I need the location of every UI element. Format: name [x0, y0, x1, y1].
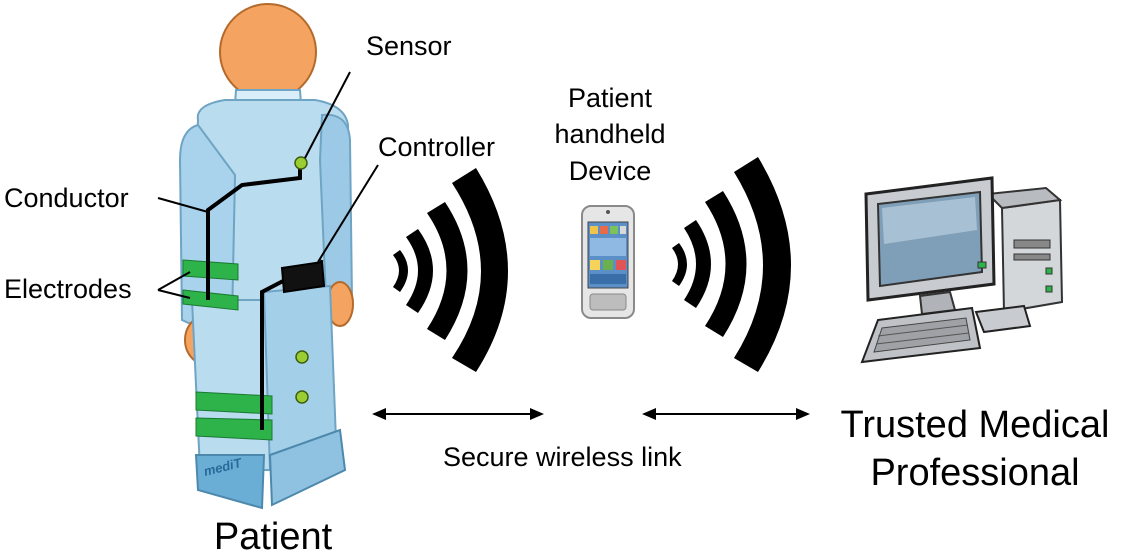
patient-figure: mediT: [178, 3, 354, 510]
electrode-band-2: [182, 289, 239, 311]
patient-head: [219, 3, 317, 101]
conductor-wire-leg: [260, 278, 286, 430]
electrode-band-4: [195, 417, 273, 441]
professional-label-line-2: Professional: [870, 452, 1080, 494]
secure-link-label: Secure wireless link: [443, 442, 682, 472]
electrode-band-3: [195, 391, 273, 415]
wave-arc: [684, 220, 711, 308]
wave-arc: [427, 202, 468, 340]
electrodes-leader-line-2: [157, 289, 191, 299]
sensor-dot-leg-2: [295, 390, 309, 404]
wave-arc: [406, 229, 433, 313]
computer-mouse: [974, 304, 1032, 334]
sensor-dot-leg-1: [295, 350, 309, 364]
controller-box: [280, 260, 326, 294]
device-label-line-3: Device: [568, 156, 652, 186]
link-arrow-left: [372, 408, 544, 420]
wave-arc: [734, 157, 791, 372]
handheld-device: [581, 205, 635, 319]
wireless-waves-left: [393, 168, 508, 372]
device-label-line-1: Patient: [567, 83, 653, 113]
sensor-label: Sensor: [366, 31, 452, 61]
suit-right-foot: [268, 428, 347, 507]
wave-arc: [705, 191, 747, 337]
device-label-line-2: handheld: [554, 119, 666, 149]
phone-button-bar: [589, 293, 627, 311]
electrodes-label: Electrodes: [4, 274, 132, 304]
desktop-computer: [860, 176, 1064, 364]
patient-label: Patient: [213, 516, 333, 558]
sensor-dot-chest: [294, 156, 308, 170]
wave-arc: [393, 250, 408, 292]
suit-left-foot: [194, 454, 266, 510]
electrodes-leader-line-1: [157, 271, 191, 291]
sensor-leader-line: [304, 71, 351, 159]
suit-right-arm: [318, 113, 354, 304]
controller-leader-line: [317, 164, 379, 263]
conductor-leader-line: [157, 197, 209, 213]
conductor-label: Conductor: [4, 183, 129, 213]
professional-label-line-1: Trusted Medical: [840, 404, 1110, 446]
electrode-band-1: [182, 259, 239, 281]
wireless-waves-right: [672, 157, 791, 372]
link-arrow-right: [642, 408, 810, 420]
wave-arc: [452, 168, 508, 372]
controller-label: Controller: [378, 132, 496, 162]
wave-arc: [672, 243, 687, 286]
